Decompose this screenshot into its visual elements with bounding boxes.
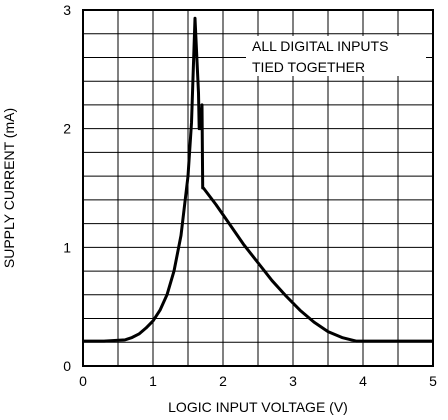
y-tick-label: 1 — [63, 239, 71, 255]
x-tick-label: 0 — [79, 373, 87, 389]
y-tick-label: 2 — [63, 121, 71, 137]
series-line — [83, 16, 433, 343]
y-tick-label: 0 — [63, 358, 71, 374]
x-axis-title: LOGIC INPUT VOLTAGE (V) — [168, 399, 348, 415]
x-tick-label: 4 — [359, 373, 367, 389]
annotation-box: ALL DIGITAL INPUTS TIED TOGETHER — [246, 36, 426, 76]
y-axis-title: SUPPLY CURRENT (mA) — [1, 108, 17, 268]
tick-labels: 0 1 2 3 4 5 0 1 2 3 — [63, 2, 437, 389]
x-tick-label: 5 — [429, 373, 437, 389]
annotation-background — [246, 36, 426, 76]
annotation-line-1: ALL DIGITAL INPUTS — [252, 38, 388, 54]
y-tick-label: 3 — [63, 2, 71, 18]
annotation-line-2: TIED TOGETHER — [252, 59, 365, 75]
plot-frame — [82, 9, 434, 367]
x-tick-label: 2 — [219, 373, 227, 389]
x-tick-label: 3 — [289, 373, 297, 389]
x-tick-label: 1 — [149, 373, 157, 389]
